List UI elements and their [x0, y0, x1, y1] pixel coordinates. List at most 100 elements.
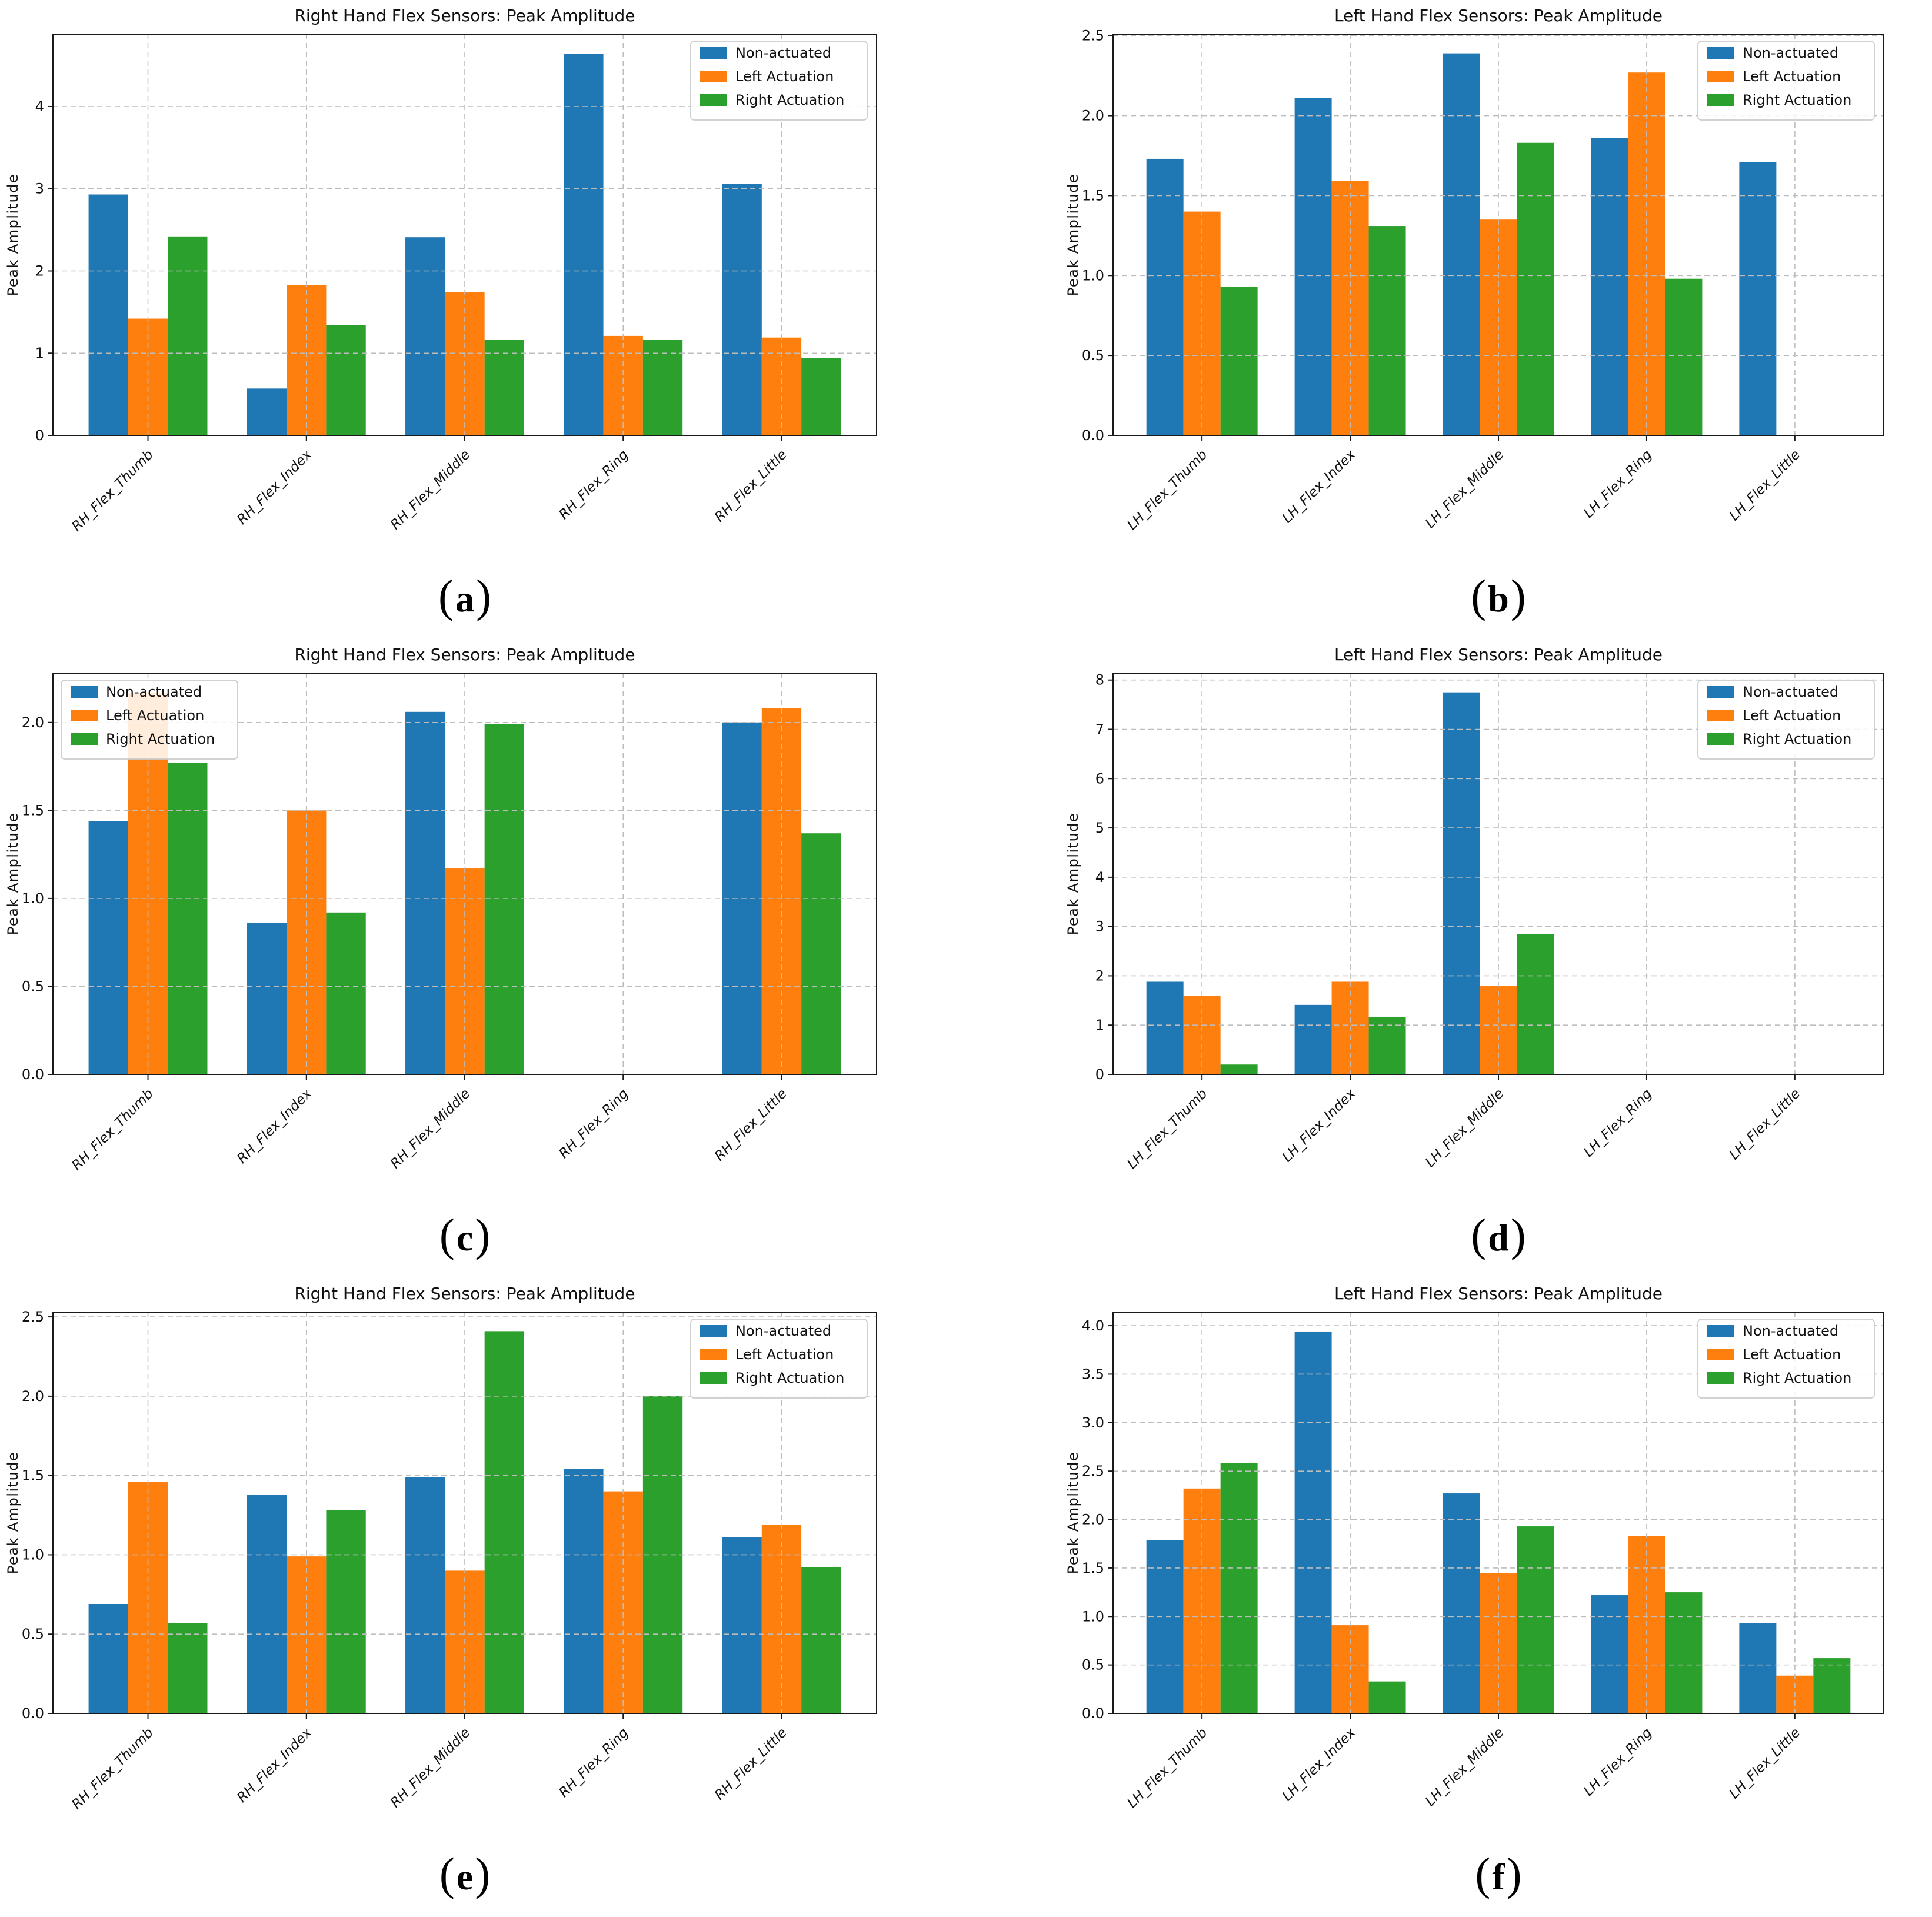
- x-tick-label: LH_Flex_Thumb: [1124, 1725, 1210, 1811]
- chart-title: Right Hand Flex Sensors: Peak Amplitude: [294, 645, 635, 664]
- bar-non-actuated-rh_flex_index: [247, 923, 287, 1074]
- bar-non-actuated-rh_flex_middle: [405, 1477, 445, 1713]
- chart-title: Right Hand Flex Sensors: Peak Amplitude: [294, 6, 635, 25]
- x-tick-label: RH_Flex_Thumb: [69, 1086, 156, 1173]
- y-tick-label: 7: [1095, 721, 1104, 738]
- y-axis-label: Peak Amplitude: [5, 813, 21, 936]
- legend-box: [61, 680, 238, 760]
- caption-close: ): [1510, 570, 1526, 621]
- y-tick-label: 0: [35, 427, 44, 444]
- caption-letter: b: [1488, 578, 1509, 620]
- subfigure-a: Right Hand Flex Sensors: Peak Amplitude P…: [0, 0, 966, 639]
- caption-c: (c): [0, 1212, 930, 1258]
- y-tick-label: 8: [1095, 672, 1104, 688]
- y-tick-label: 5: [1095, 820, 1104, 836]
- legend-swatch: [1707, 71, 1734, 82]
- legend-swatch: [1707, 1372, 1734, 1384]
- chart-a: Right Hand Flex Sensors: Peak Amplitude P…: [5, 6, 877, 534]
- y-tick-label: 2.0: [22, 714, 44, 731]
- bar-non-actuated-rh_flex_ring: [564, 1469, 604, 1713]
- bar-right-actuation-rh_flex_little: [801, 833, 841, 1074]
- y-tick-label: 0: [1095, 1066, 1104, 1083]
- y-tick-label: 1.5: [22, 802, 44, 818]
- bar-non-actuated-lh_flex_thumb: [1146, 981, 1184, 1074]
- bar-right-actuation-rh_flex_index: [326, 912, 366, 1074]
- legend-label: Non-actuated: [1743, 45, 1838, 61]
- bar-left-actuation-rh_flex_ring: [603, 335, 643, 435]
- legend-swatch: [71, 710, 98, 721]
- bar-non-actuated-rh_flex_ring: [564, 54, 604, 435]
- y-tick-label: 1.0: [1082, 1608, 1104, 1625]
- subfigure-e: Right Hand Flex Sensors: Peak Amplitude P…: [0, 1278, 966, 1917]
- legend-box: [1697, 680, 1875, 760]
- bar-left-actuation-rh_flex_index: [287, 285, 327, 435]
- y-tick-label: 6: [1095, 770, 1104, 787]
- y-tick-label: 0.5: [22, 978, 44, 994]
- caption-open: (: [1475, 1848, 1491, 1899]
- bar-non-actuated-lh_flex_thumb: [1146, 158, 1184, 435]
- chart-title: Left Hand Flex Sensors: Peak Amplitude: [1334, 645, 1663, 664]
- caption-open: (: [1471, 570, 1487, 621]
- subfigure-b: Left Hand Flex Sensors: Peak Amplitude Pe…: [966, 0, 1932, 639]
- subfigure-f: Left Hand Flex Sensors: Peak Amplitude Pe…: [966, 1278, 1932, 1917]
- y-tick-label: 0.0: [22, 1705, 44, 1722]
- legend-swatch: [71, 686, 98, 698]
- x-tick-label: LH_Flex_Little: [1727, 447, 1803, 524]
- x-tick-label: RH_Flex_Middle: [388, 1086, 473, 1172]
- bar-left-actuation-lh_flex_thumb: [1183, 211, 1221, 435]
- bar-right-actuation-lh_flex_index: [1368, 226, 1406, 435]
- y-tick-label: 1.5: [1082, 1560, 1104, 1576]
- x-tick-label: RH_Flex_Ring: [556, 1725, 631, 1800]
- bar-non-actuated-lh_flex_little: [1739, 162, 1777, 435]
- y-tick-label: 4: [1095, 869, 1104, 886]
- y-tick-label: 0.0: [22, 1066, 44, 1083]
- x-tick-label: LH_Flex_Index: [1280, 447, 1359, 527]
- legend-swatch: [700, 71, 727, 82]
- caption-e: (e): [0, 1851, 930, 1897]
- x-tick-label: LH_Flex_Thumb: [1124, 1086, 1210, 1172]
- bar-right-actuation-lh_flex_ring: [1665, 1592, 1703, 1713]
- legend-label: Right Actuation: [735, 1370, 844, 1386]
- x-tick-label: LH_Flex_Middle: [1423, 1725, 1507, 1809]
- caption-d: (d): [1113, 1212, 1884, 1258]
- y-tick-label: 2.5: [22, 1309, 44, 1325]
- caption-close: ): [475, 1209, 491, 1260]
- y-tick-label: 1: [35, 345, 44, 361]
- bar-non-actuated-lh_flex_index: [1294, 98, 1332, 436]
- bar-right-actuation-lh_flex_little: [1813, 1658, 1851, 1713]
- bar-non-actuated-rh_flex_middle: [405, 237, 445, 435]
- bar-non-actuated-lh_flex_middle: [1443, 53, 1480, 435]
- y-tick-label: 2.0: [1082, 108, 1104, 124]
- y-tick-label: 1.0: [22, 1546, 44, 1563]
- bar-right-actuation-lh_flex_thumb: [1220, 287, 1258, 435]
- chart-f: Left Hand Flex Sensors: Peak Amplitude Pe…: [1065, 1284, 1884, 1811]
- legend-box: [690, 41, 868, 121]
- bar-non-actuated-lh_flex_little: [1739, 1623, 1777, 1713]
- x-tick-label: RH_Flex_Middle: [388, 1725, 473, 1810]
- caption-open: (: [439, 1848, 455, 1899]
- bar-right-actuation-lh_flex_index: [1368, 1016, 1406, 1074]
- y-tick-label: 1.5: [1082, 187, 1104, 204]
- legend-swatch: [1707, 1349, 1734, 1360]
- y-tick-label: 2.0: [1082, 1512, 1104, 1528]
- bar-right-actuation-rh_flex_index: [326, 1510, 366, 1713]
- subfigure-c: Right Hand Flex Sensors: Peak Amplitude P…: [0, 639, 966, 1278]
- chart-title: Left Hand Flex Sensors: Peak Amplitude: [1334, 6, 1663, 25]
- legend-label: Right Actuation: [106, 731, 215, 747]
- legend-swatch: [700, 1372, 727, 1384]
- bar-right-actuation-rh_flex_thumb: [168, 1623, 208, 1713]
- legend-label: Right Actuation: [1743, 731, 1851, 747]
- x-tick-label: LH_Flex_Middle: [1423, 1086, 1507, 1170]
- legend-label: Left Actuation: [106, 707, 204, 724]
- legend-label: Non-actuated: [1743, 684, 1838, 700]
- bar-right-actuation-lh_flex_ring: [1665, 278, 1703, 435]
- bar-non-actuated-lh_flex_middle: [1443, 692, 1480, 1074]
- chart-title: Right Hand Flex Sensors: Peak Amplitude: [294, 1284, 635, 1303]
- caption-f: (f): [1113, 1851, 1884, 1897]
- caption-b: (b): [1113, 573, 1884, 619]
- y-tick-label: 1: [1095, 1017, 1104, 1033]
- caption-letter: f: [1492, 1856, 1505, 1898]
- legend-label: Non-actuated: [735, 45, 831, 61]
- legend-label: Left Actuation: [1743, 1346, 1841, 1363]
- chart-d: Left Hand Flex Sensors: Peak Amplitude Pe…: [1065, 645, 1884, 1172]
